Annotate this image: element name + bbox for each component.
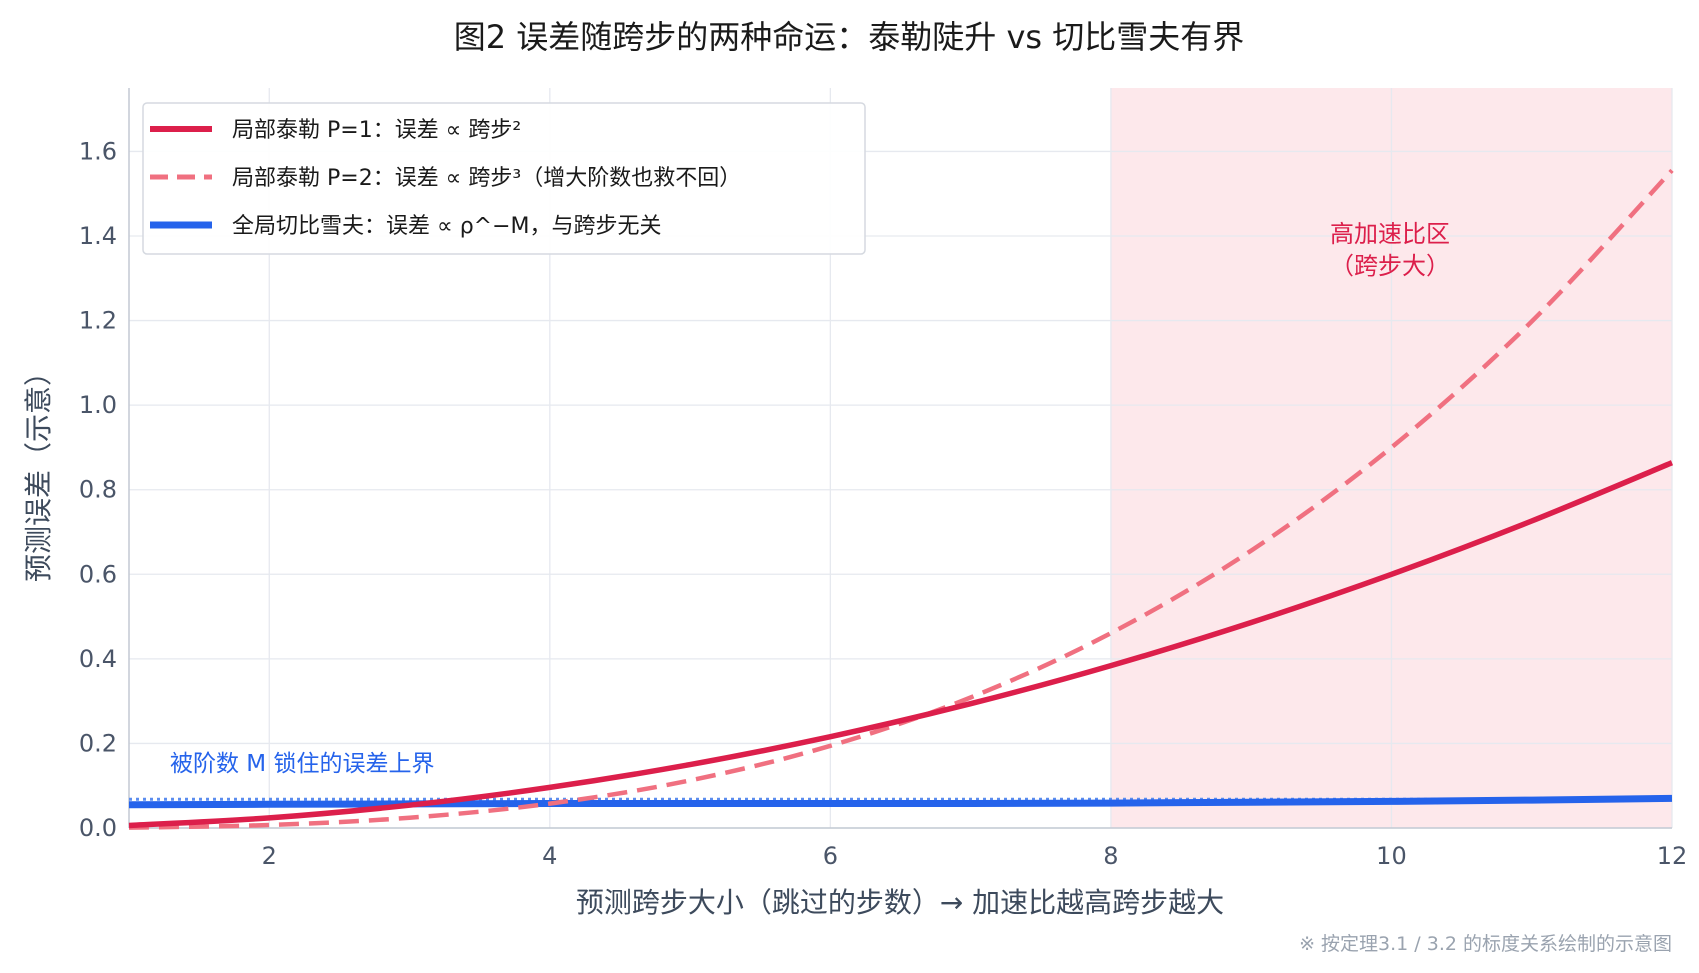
tick-layer: 2 4 6 8 10 12 0.0 0.2 0.4 0.6 0.8 1.0 1.2 1.4 1.6 (79, 137, 1687, 870)
x-tick-label-1: 4 (542, 842, 557, 870)
y-tick-label-0: 0.0 (79, 814, 117, 842)
legend-label-taylor-p1: 局部泰勒 P=1：误差 ∝ 跨步² (232, 118, 521, 143)
x-axis-label: 预测跨步大小（跳过的步数）→ 加速比越高跨步越大 (576, 886, 1224, 919)
y-tick-label-4: 0.8 (79, 476, 117, 504)
y-axis-label: 预测误差（示意） (22, 358, 55, 582)
y-tick-label-8: 1.6 (79, 137, 117, 165)
y-tick-label-5: 1.0 (79, 391, 117, 419)
series-line-chebyshev (128, 794, 1673, 809)
y-tick-label-7: 1.4 (79, 222, 117, 250)
chart-title: 图2 误差随跨步的两种命运：泰勒陡升 vs 切比雪夫有界 (454, 18, 1245, 56)
series-line-taylor-p1 (128, 460, 1674, 829)
legend: 局部泰勒 P=1：误差 ∝ 跨步² 局部泰勒 P=2：误差 ∝ 跨步³（增大阶数… (142, 102, 866, 255)
y-tick-label-6: 1.2 (79, 307, 117, 335)
x-tick-label-0: 2 (262, 842, 277, 870)
x-tick-label-3: 8 (1103, 842, 1118, 870)
x-tick-label-2: 6 (823, 842, 838, 870)
series-layer (128, 168, 1674, 830)
x-tick-label-4: 10 (1376, 842, 1407, 870)
legend-box (142, 102, 866, 255)
region-label-line1: 高加速比区 (1330, 220, 1450, 248)
reference-line-label: 被阶数 M 锁住的误差上界 (170, 751, 434, 777)
y-tick-label-3: 0.6 (79, 560, 117, 588)
region-label-line2: （跨步大） (1330, 252, 1450, 280)
y-tick-label-1: 0.2 (79, 729, 117, 757)
legend-label-chebyshev: 全局切比雪夫：误差 ∝ ρ^−M，与跨步无关 (232, 214, 662, 239)
footnote: ※ 按定理3.1 / 3.2 的标度关系绘制的示意图 (1299, 933, 1672, 955)
axes-layer (128, 88, 1672, 829)
x-tick-label-5: 12 (1657, 842, 1688, 870)
y-tick-label-2: 0.4 (79, 645, 117, 673)
legend-label-taylor-p2: 局部泰勒 P=2：误差 ∝ 跨步³（增大阶数也救不回） (232, 166, 741, 191)
